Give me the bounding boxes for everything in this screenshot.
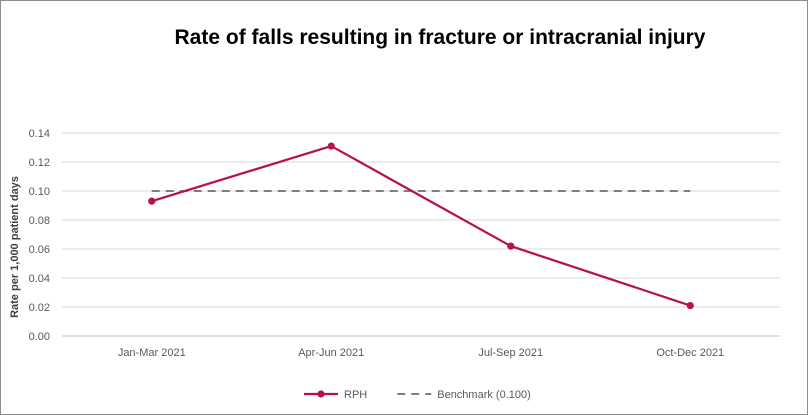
gridlines xyxy=(62,132,780,337)
x-tick-label: Apr-Jun 2021 xyxy=(298,347,364,359)
series-line-rph xyxy=(151,144,691,307)
data-point-rph xyxy=(327,142,335,150)
y-tick-label: 0.02 xyxy=(29,302,50,314)
legend-label-rph: RPH xyxy=(344,389,367,401)
data-point-rph xyxy=(686,301,694,310)
legend-marker-rph xyxy=(317,390,325,398)
y-tick-label: 0.14 xyxy=(29,128,50,140)
y-tick-label: 0.06 xyxy=(29,244,50,256)
x-tick-label: Jan-Mar 2021 xyxy=(118,347,186,359)
x-axis-ticks: Jan-Mar 2021 Apr-Jun 2021 Jul-Sep 2021 Oct-… xyxy=(118,347,724,359)
data-point-rph xyxy=(148,197,156,205)
y-tick-label: 0.04 xyxy=(29,273,50,285)
y-tick-label: 0.08 xyxy=(29,215,50,227)
legend: RPH Benchmark (0.100) xyxy=(304,389,531,401)
chart-title: Rate of falls resulting in fracture or i… xyxy=(175,26,706,49)
x-tick-label: Oct-Dec 2021 xyxy=(656,347,724,359)
series-layer xyxy=(148,142,694,310)
x-tick-label: Jul-Sep 2021 xyxy=(478,347,543,359)
legend-label-benchmark-0-100: Benchmark (0.100) xyxy=(437,389,531,401)
data-point-rph xyxy=(507,242,515,250)
y-tick-label: 0.12 xyxy=(29,157,50,169)
y-tick-label: 0.00 xyxy=(29,331,50,343)
y-axis-ticks: 0.00 0.02 0.04 0.06 0.08 0.10 0.12 0.14 xyxy=(29,128,50,343)
y-axis-label: Rate per 1,000 patient days xyxy=(9,176,21,318)
y-tick-label: 0.10 xyxy=(29,186,50,198)
